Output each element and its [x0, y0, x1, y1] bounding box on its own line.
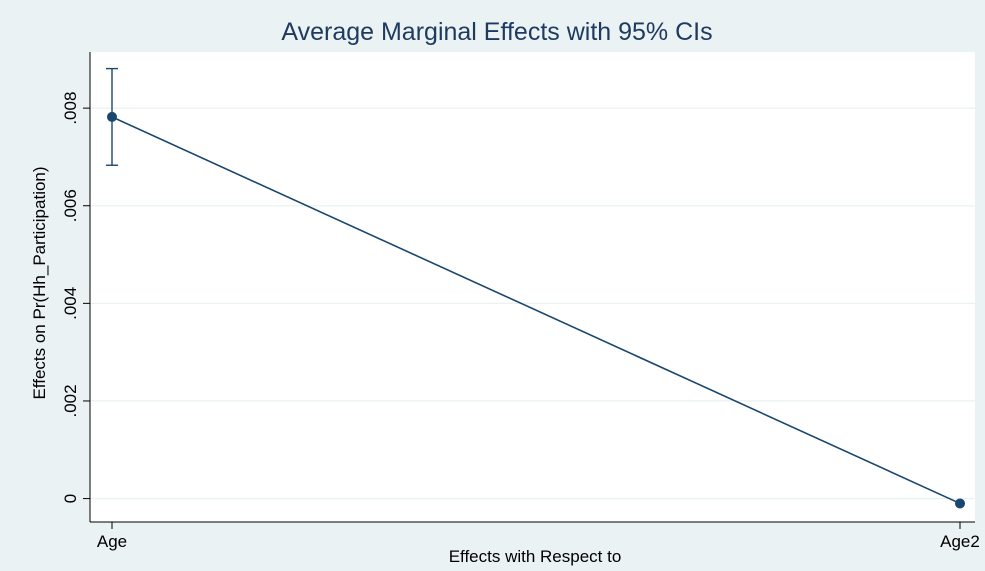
plot-area [90, 52, 975, 522]
data-point [955, 498, 965, 509]
axes: 0 .002 .004 .006 .008 Age Age2 [61, 52, 980, 551]
y-tick-label: .008 [61, 92, 80, 125]
series-line [111, 116, 961, 505]
y-tick-label: 0 [61, 494, 80, 503]
data-point [107, 111, 117, 122]
x-axis-label: Effects with Respect to [449, 547, 622, 566]
y-tick-label: .004 [61, 287, 80, 320]
chart-title: Average Marginal Effects with 95% CIs [281, 18, 712, 46]
y-tick-label: .002 [61, 384, 80, 417]
x-tick-label: Age [97, 532, 127, 551]
series [106, 67, 965, 509]
x-tick-label: Age2 [940, 532, 980, 551]
y-tick-label: .006 [61, 189, 80, 222]
gridlines [90, 107, 975, 500]
y-axis-label: Effects on Pr(Hh_Participation) [30, 166, 49, 399]
